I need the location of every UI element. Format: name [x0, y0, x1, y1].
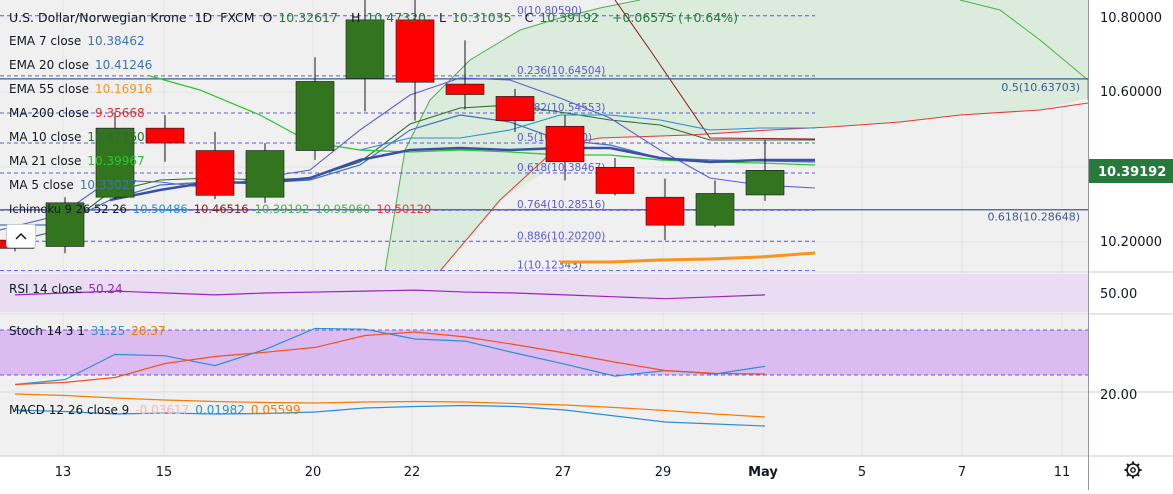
- ichimoku-cloud: [385, 0, 1088, 271]
- senkou-span-a-right: [959, 0, 1088, 100]
- current-price-label: 10.39192: [1098, 165, 1166, 180]
- x-tick-label: 15: [156, 465, 173, 480]
- main-pane: 0.5(10.63703) 0.618(10.28648) 0(10.80590) 0…: [0, 0, 1088, 272]
- macd-signal-value: 0.05599: [250, 403, 301, 417]
- candle-bear: [645, 196, 685, 226]
- horizontal-line-label: 0.618(10.28648): [987, 211, 1080, 224]
- macd-line: [14, 404, 766, 427]
- gear-icon[interactable]: [1123, 460, 1143, 480]
- rsi-value: 50.24: [88, 282, 123, 296]
- fib-label: 0(10.80590): [517, 5, 582, 17]
- x-tick-label: 20: [305, 465, 322, 480]
- candle-bull: [695, 193, 735, 226]
- fib-label: 0.886(10.20200): [517, 230, 605, 242]
- rsi-band: [0, 274, 1088, 312]
- x-tick-label: 22: [404, 465, 421, 480]
- stoch-legend[interactable]: Stoch 14 3 1 31.25 20.37: [9, 324, 166, 338]
- tenkan-line: [359, 114, 815, 151]
- fib-label: 0.236(10.64504): [517, 65, 605, 77]
- stoch-d-value: 20.37: [131, 324, 166, 338]
- x-tick-label: 11: [1054, 465, 1071, 480]
- fib-label: 0.764(10.28516): [517, 199, 605, 211]
- candle-bear: [445, 83, 485, 95]
- rsi-line: [14, 289, 766, 300]
- rsi-tick-label: 50.00: [1100, 287, 1137, 302]
- x-tick-label: 13: [55, 465, 72, 480]
- ema55-line: [560, 251, 816, 264]
- candle-bear: [145, 127, 185, 144]
- fib-label: 0.382(10.54553): [517, 102, 605, 114]
- candle-bull: [45, 202, 85, 247]
- x-tick-label: 27: [555, 465, 572, 480]
- candle-bear: [495, 96, 535, 121]
- current-price-badge: [1089, 159, 1173, 183]
- candle-bear: [195, 150, 235, 196]
- stoch-d-line: [14, 331, 766, 386]
- macd-pane-bg: [0, 393, 1088, 456]
- x-tick-label: 7: [958, 465, 966, 480]
- collapse-legend-button[interactable]: [6, 224, 36, 248]
- price-tick-label: 10.20000: [1100, 235, 1162, 250]
- candle-bull: [245, 150, 285, 198]
- x-tick-label: May: [748, 465, 778, 480]
- rsi-legend[interactable]: RSI 14 close 50.24: [9, 282, 123, 296]
- macd-legend[interactable]: MACD 12 26 close 9 -0.03617 0.01982 0.05599: [9, 403, 301, 417]
- ma10-line: [0, 104, 815, 246]
- stoch-k-value: 31.25: [90, 324, 126, 338]
- stoch-band: [0, 330, 1088, 375]
- senkou-span-b: [439, 102, 1088, 271]
- kijun-line: [614, 0, 816, 140]
- candle-bull: [95, 127, 135, 198]
- fib-label: 0.618(10.38467): [517, 162, 605, 174]
- price-tick-label: 10.80000: [1100, 11, 1162, 26]
- candle-bull: [295, 81, 335, 151]
- macd-value: 0.01982: [195, 403, 245, 417]
- macd-signal-line: [14, 393, 766, 418]
- candle-bear: [395, 19, 435, 83]
- x-tick-label: 5: [858, 465, 866, 480]
- x-tick-label: 29: [655, 465, 672, 480]
- fib-label: 1(10.12343): [517, 260, 582, 272]
- senkou-span-a: [384, 0, 641, 271]
- candle-bear: [545, 125, 585, 163]
- macd-hist-value: -0.03617: [135, 403, 190, 417]
- candle-bull: [745, 170, 785, 196]
- horizontal-line-label: 0.5(10.63703): [1001, 81, 1080, 94]
- candle-bear: [595, 167, 635, 194]
- price-tick-label: 10.60000: [1100, 85, 1162, 100]
- stoch-tick-label: 20.00: [1100, 388, 1137, 403]
- candle-bull: [345, 19, 385, 79]
- chevron-up-icon: [15, 232, 27, 240]
